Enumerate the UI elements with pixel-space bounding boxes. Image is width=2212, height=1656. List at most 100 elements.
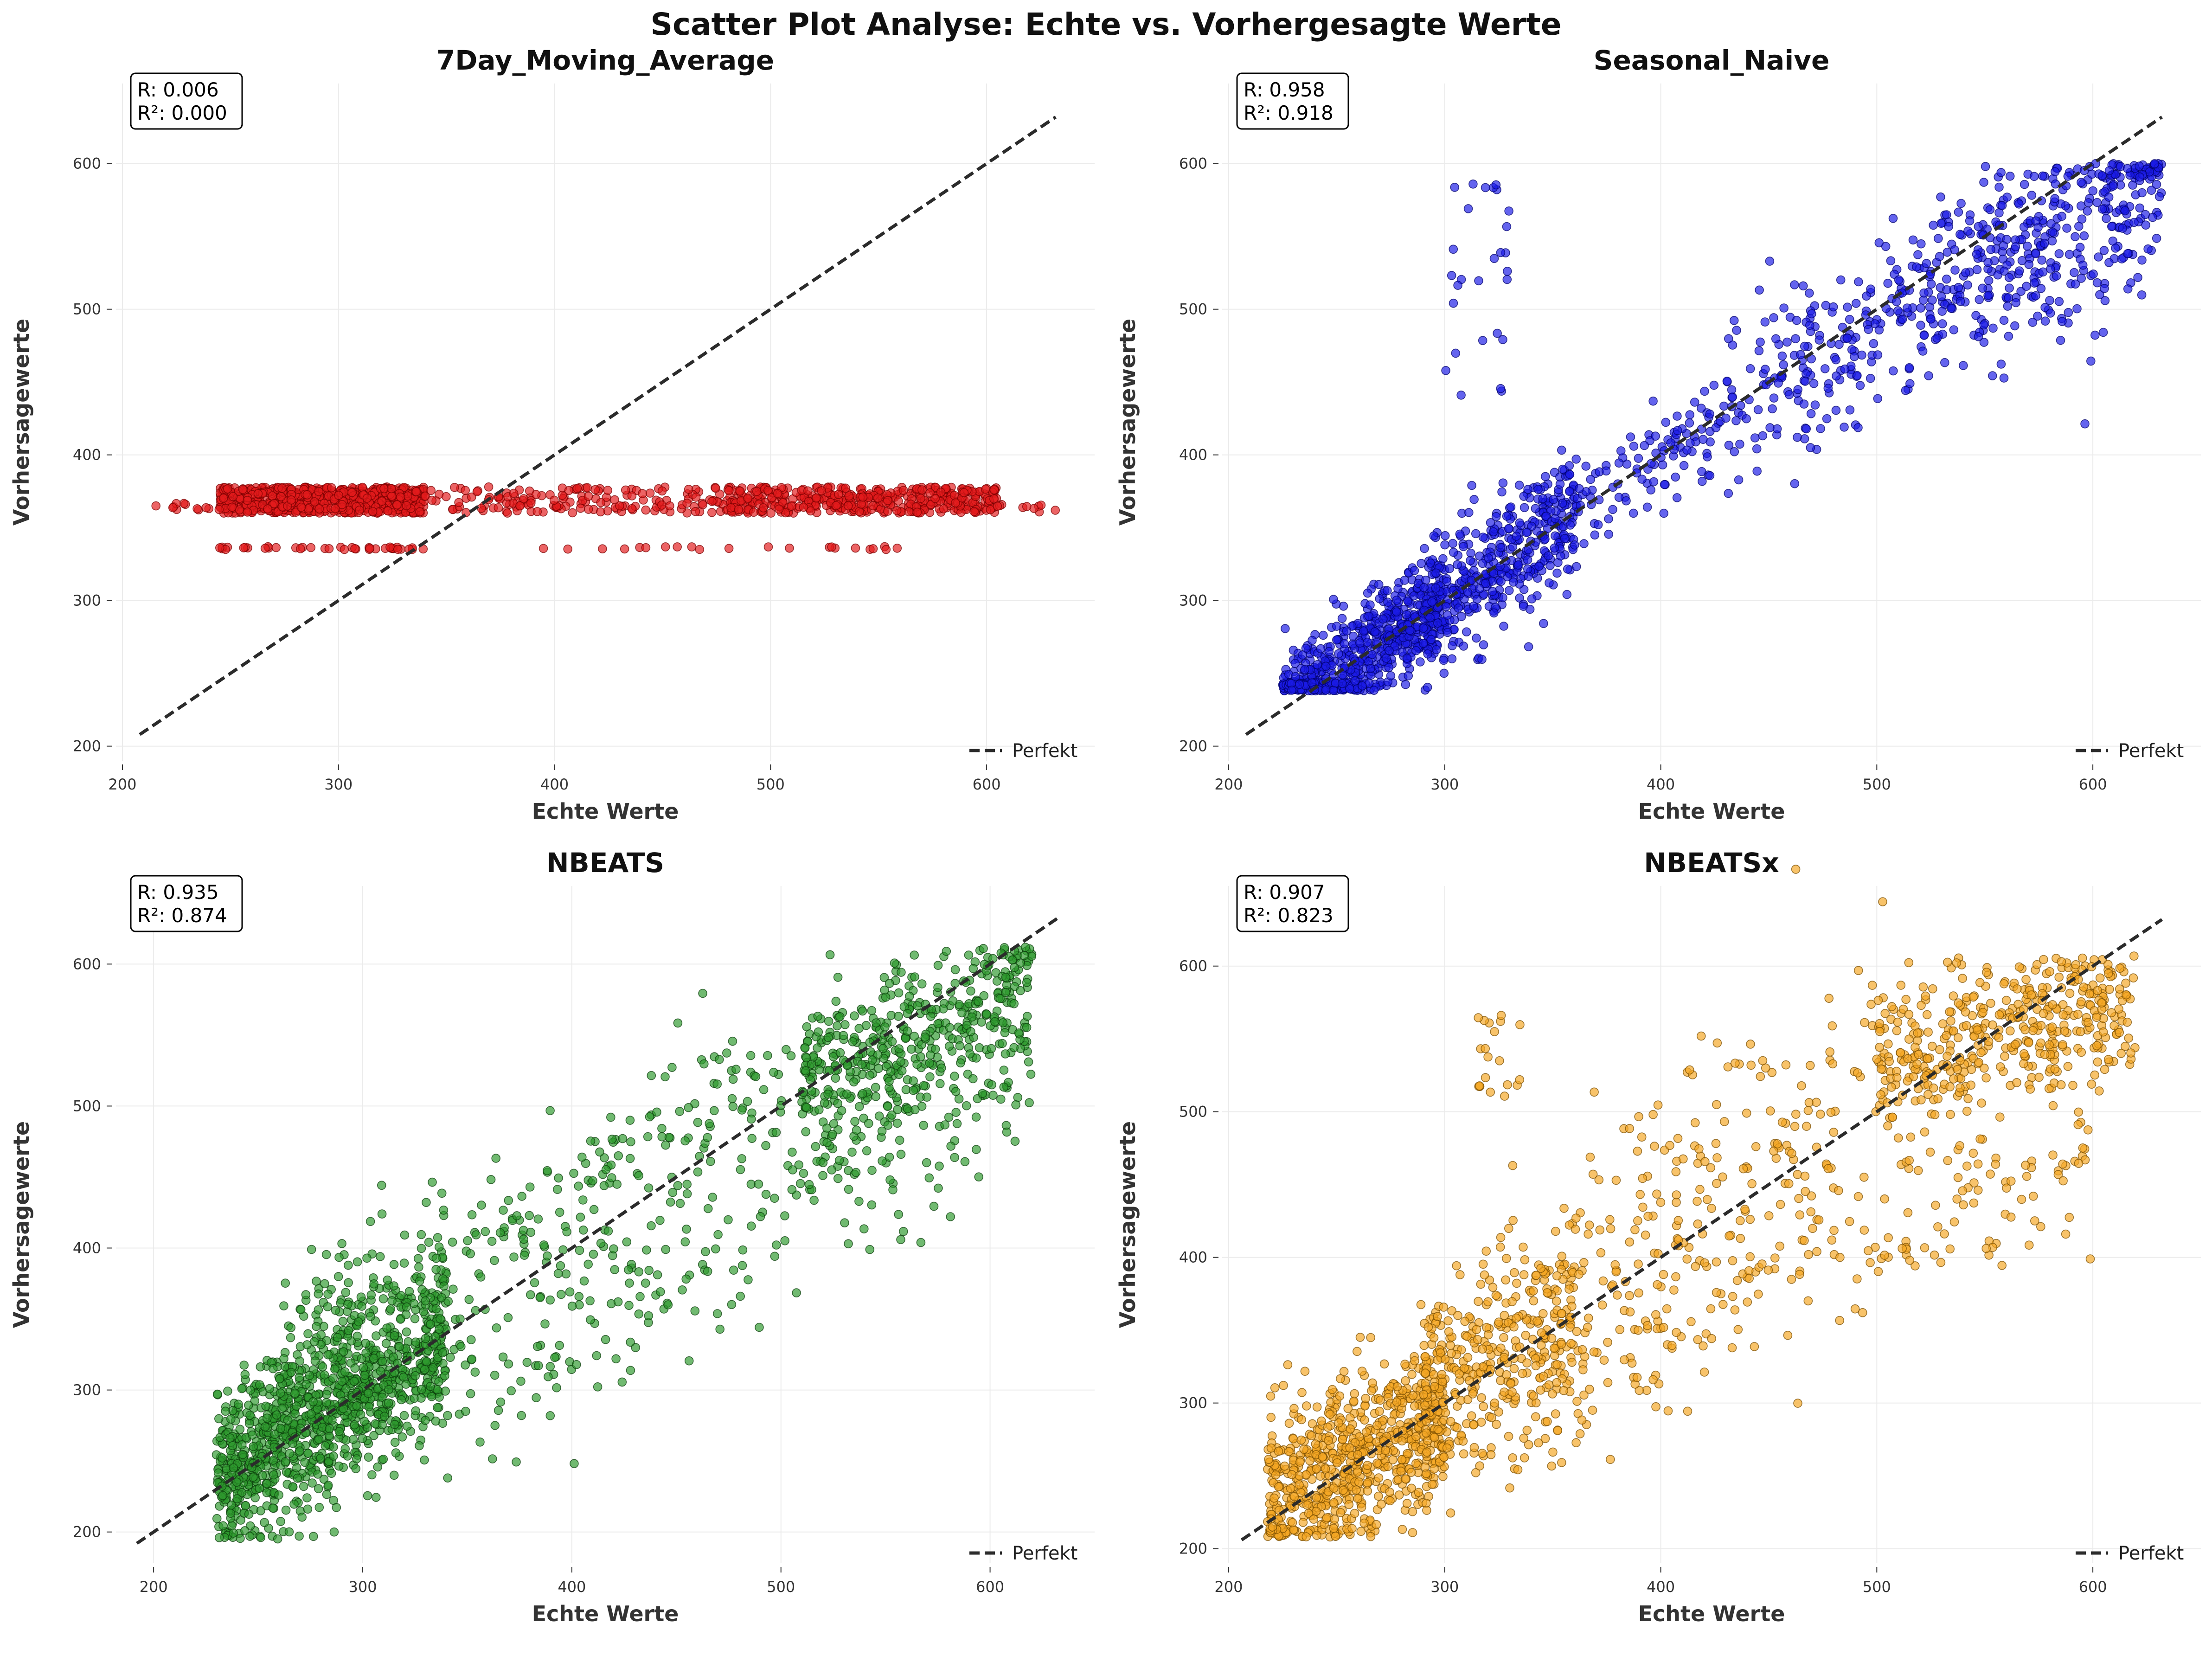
data-point [546, 1412, 554, 1420]
data-point [420, 1456, 429, 1464]
data-point [1768, 404, 1776, 413]
data-point [1765, 257, 1774, 265]
data-point [1507, 503, 1515, 511]
data-point [1869, 340, 1878, 348]
data-point [1319, 631, 1327, 640]
data-point [417, 1231, 425, 1239]
data-point [1671, 473, 1680, 481]
data-point [488, 1237, 496, 1245]
data-point [504, 1314, 512, 1322]
y-tick-label: 600 [1179, 155, 1207, 173]
data-point [1499, 479, 1507, 487]
data-point [666, 502, 674, 510]
data-point [2138, 256, 2146, 264]
data-point [1496, 544, 1505, 552]
data-point [2105, 193, 2113, 201]
data-point [219, 494, 228, 502]
data-point [295, 1374, 303, 1382]
x-tick-label: 600 [2079, 776, 2107, 793]
y-tick-label: 500 [73, 301, 101, 318]
data-point [2105, 167, 2114, 175]
data-point [646, 1113, 654, 1121]
data-point [1520, 503, 1529, 512]
data-point [370, 1280, 378, 1288]
data-point [353, 1258, 362, 1266]
data-point [799, 503, 808, 512]
data-point [1821, 365, 1829, 373]
data-point [431, 1417, 440, 1425]
data-point [228, 1442, 237, 1450]
data-point [1917, 321, 1925, 329]
data-point [2005, 273, 2013, 282]
data-point [1480, 641, 1488, 649]
data-point [2080, 231, 2088, 240]
data-point [1873, 351, 1882, 359]
data-point [558, 491, 566, 500]
data-point [427, 486, 435, 494]
data-point [2051, 167, 2059, 176]
data-point [2079, 261, 2087, 270]
x-tick-label: 500 [1863, 776, 1891, 793]
data-point [1453, 560, 1462, 569]
data-point [1448, 271, 1456, 280]
data-point [277, 493, 285, 501]
data-point [1549, 495, 1558, 504]
data-point [1469, 602, 1478, 610]
data-point [609, 1245, 618, 1253]
data-point [441, 1372, 449, 1380]
data-point [1746, 365, 1755, 373]
data-point [590, 1205, 598, 1213]
data-point [1475, 584, 1484, 593]
data-point [397, 493, 405, 501]
data-point [701, 1247, 710, 1256]
data-point [286, 1449, 294, 1457]
data-point [402, 1310, 410, 1319]
data-point [644, 1133, 652, 1141]
data-point [1496, 385, 1505, 393]
data-point [1700, 387, 1709, 396]
data-point [435, 1243, 443, 1251]
data-point [738, 1261, 747, 1270]
data-point [362, 1349, 370, 1357]
data-point [1796, 350, 1805, 359]
data-point [1384, 598, 1392, 606]
data-point [699, 501, 707, 509]
data-point [602, 1335, 610, 1344]
data-point [322, 1251, 331, 1259]
data-point [425, 1238, 433, 1246]
data-point [289, 1483, 297, 1491]
data-point [477, 504, 486, 513]
data-point [1772, 334, 1780, 343]
data-point [2153, 234, 2161, 243]
scatter-points [1279, 160, 2166, 695]
data-point [2039, 268, 2047, 276]
x-tick-label: 200 [140, 1578, 168, 1596]
data-point [314, 1470, 322, 1478]
data-point [260, 1518, 269, 1527]
data-point [443, 1474, 452, 1482]
data-point [2033, 312, 2042, 321]
data-point [1951, 266, 1959, 274]
data-point [1927, 280, 1936, 289]
data-point [2020, 223, 2028, 231]
data-point [363, 1254, 371, 1262]
data-point [236, 1534, 244, 1543]
data-point [315, 1435, 323, 1444]
data-point [2000, 316, 2008, 325]
data-point [534, 1361, 543, 1370]
data-point [378, 1181, 386, 1189]
data-point [851, 544, 859, 552]
legend: Perfekt [2076, 740, 2184, 762]
data-point [1526, 605, 1534, 614]
data-point [360, 1371, 369, 1380]
data-point [1973, 250, 1981, 258]
data-point [584, 492, 593, 501]
data-point [614, 1298, 622, 1306]
data-point [642, 1246, 651, 1254]
data-point [2058, 317, 2066, 326]
data-point [379, 1295, 387, 1303]
data-point [531, 1278, 539, 1287]
data-point [918, 486, 926, 494]
x-tick-label: 200 [108, 776, 136, 793]
